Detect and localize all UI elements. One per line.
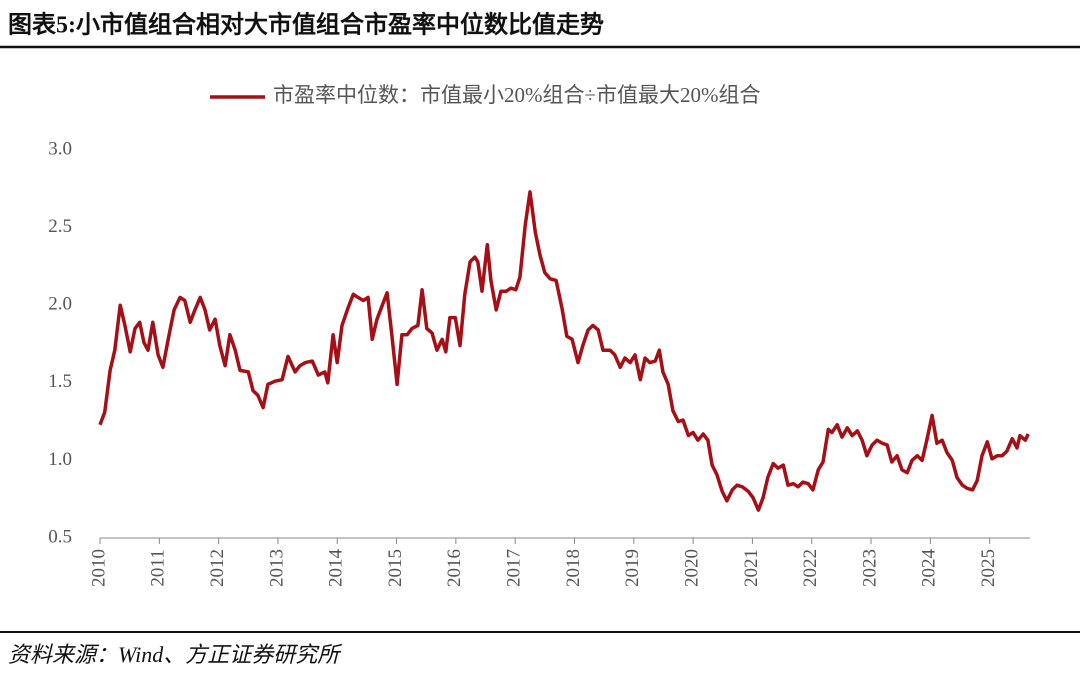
x-tick-label: 2017 <box>504 549 525 587</box>
x-tick-label: 2023 <box>859 549 880 587</box>
series-line <box>98 190 1030 512</box>
x-tick-label: 2010 <box>88 549 109 587</box>
y-tick-label: 2.5 <box>48 216 72 237</box>
x-tick-label: 2021 <box>741 549 762 587</box>
x-tick-label: 2015 <box>385 549 406 587</box>
x-tick-label: 2014 <box>326 549 347 588</box>
y-tick-label: 1.0 <box>48 449 72 470</box>
x-tick-label: 2019 <box>622 549 643 587</box>
x-tick-label: 2012 <box>207 549 228 587</box>
y-tick-label: 2.0 <box>48 294 72 315</box>
y-tick-label: 0.5 <box>48 526 72 547</box>
x-tick-label: 2011 <box>148 549 169 586</box>
legend-label: 市盈率中位数：市值最小20%组合÷市值最大20%组合 <box>273 83 761 107</box>
x-tick-label: 2013 <box>266 549 287 587</box>
y-tick-label: 1.5 <box>48 371 72 392</box>
x-tick-label: 2016 <box>444 549 465 587</box>
x-tick-label: 2020 <box>681 549 702 587</box>
x-tick-label: 2018 <box>563 549 584 587</box>
x-tick-label: 2025 <box>978 549 999 587</box>
chart-title: 图表5:小市值组合相对大市值组合市盈率中位数比值走势 <box>8 11 604 39</box>
source: 资料来源：Wind、方正证券研究所 <box>8 642 342 667</box>
y-tick-label: 3.0 <box>48 138 72 159</box>
x-tick-label: 2024 <box>919 549 940 588</box>
x-tick-label: 2022 <box>800 549 821 587</box>
